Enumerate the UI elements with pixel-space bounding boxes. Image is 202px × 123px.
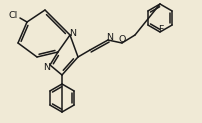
- Text: N: N: [43, 62, 50, 71]
- Text: Cl: Cl: [8, 10, 18, 20]
- Text: N: N: [69, 30, 77, 38]
- Text: F: F: [158, 24, 164, 33]
- Text: O: O: [118, 36, 126, 45]
- Text: N: N: [106, 33, 114, 43]
